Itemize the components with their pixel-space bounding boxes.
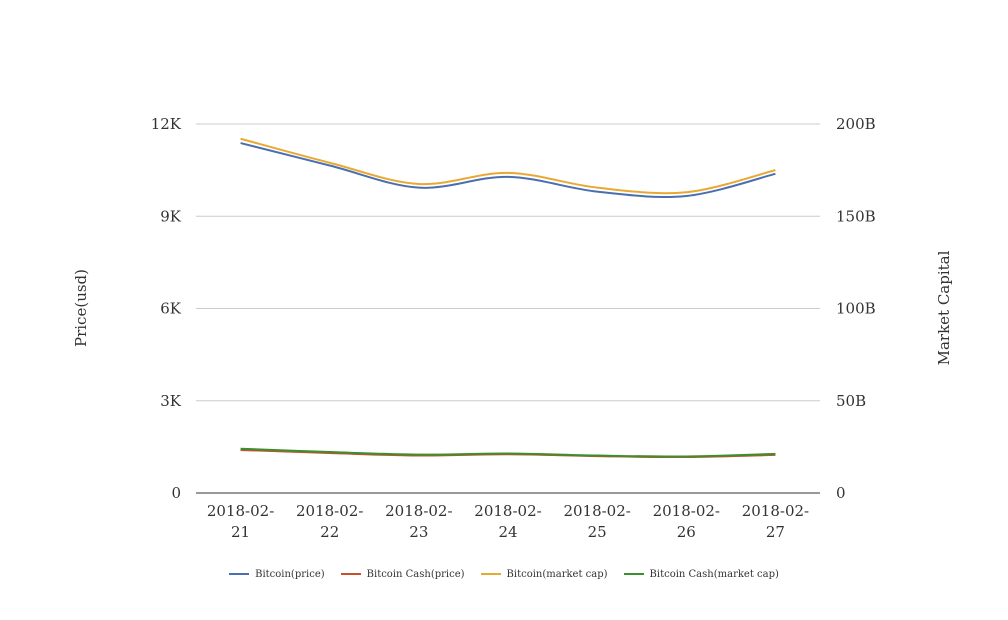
legend-label: Bitcoin Cash(price) — [366, 568, 465, 580]
legend-label: Bitcoin(price) — [255, 568, 325, 580]
legend-item[interactable]: Bitcoin(market cap) — [480, 568, 608, 580]
y-right-tick-label: 0 — [836, 484, 846, 502]
x-tick-label-line: 2018-02- — [296, 502, 363, 520]
legend-item[interactable]: Bitcoin Cash(price) — [340, 568, 465, 580]
x-tick-label-line: 22 — [320, 523, 339, 541]
y-left-tick-label: 12K — [151, 115, 182, 133]
legend-swatch — [623, 573, 644, 575]
legend-swatch — [340, 573, 361, 575]
y-right-tick-label: 200B — [836, 115, 876, 133]
y-left-axis-title: Price(usd) — [72, 269, 90, 347]
legend-swatch — [480, 573, 501, 575]
x-tick-label-line: 2018-02- — [563, 502, 630, 520]
x-tick-label-line: 2018-02- — [474, 502, 541, 520]
y-right-tick-label: 100B — [836, 300, 876, 318]
x-tick-label-line: 25 — [588, 523, 607, 541]
y-right-tick-label: 150B — [836, 207, 876, 225]
x-tick-label: 2018-02- 26 — [653, 502, 720, 541]
y-left-tick-label: 6K — [160, 300, 182, 318]
x-tick-label: 2018-02- 23 — [385, 502, 452, 541]
y-left-tick-label: 0 — [171, 484, 181, 502]
series-line-bitcoin-cash-market-cap — [240, 447, 776, 458]
series-line-bitcoin-market-cap — [240, 137, 776, 195]
x-tick-label: 2018-02- 25 — [563, 502, 630, 541]
y-left-tick-label: 9K — [160, 207, 182, 225]
legend-label: Bitcoin(market cap) — [506, 568, 608, 580]
series-line-bitcoin-price — [240, 142, 776, 198]
y-left-tick-label: 3K — [160, 392, 182, 410]
x-tick-label-line: 2018-02- — [207, 502, 274, 520]
x-tick-label-line: 21 — [231, 523, 250, 541]
legend-swatch — [229, 573, 250, 575]
x-tick-label-line: 24 — [498, 523, 517, 541]
y-right-axis-title: Market Capital — [935, 250, 953, 365]
legend-item[interactable]: Bitcoin(price) — [229, 569, 325, 580]
x-tick-label: 2018-02- 21 — [207, 502, 274, 541]
legend: Bitcoin(price) Bitcoin Cash(price) Bitcoin… — [0, 564, 1008, 584]
x-tick-label-line: 23 — [409, 523, 428, 541]
y-right-tick-label: 50B — [836, 392, 866, 410]
legend-item[interactable]: Bitcoin Cash(market cap) — [623, 568, 779, 580]
x-tick-label: 2018-02- 24 — [474, 502, 541, 541]
legend-label: Bitcoin Cash(market cap) — [649, 568, 779, 580]
x-tick-label-line: 2018-02- — [653, 502, 720, 520]
x-tick-label-line: 2018-02- — [385, 502, 452, 520]
x-tick-label-line: 27 — [766, 523, 785, 541]
x-tick-label-line: 26 — [677, 523, 696, 541]
x-tick-label: 2018-02- 27 — [742, 502, 809, 541]
x-tick-label: 2018-02- 22 — [296, 502, 363, 541]
x-tick-label-line: 2018-02- — [742, 502, 809, 520]
